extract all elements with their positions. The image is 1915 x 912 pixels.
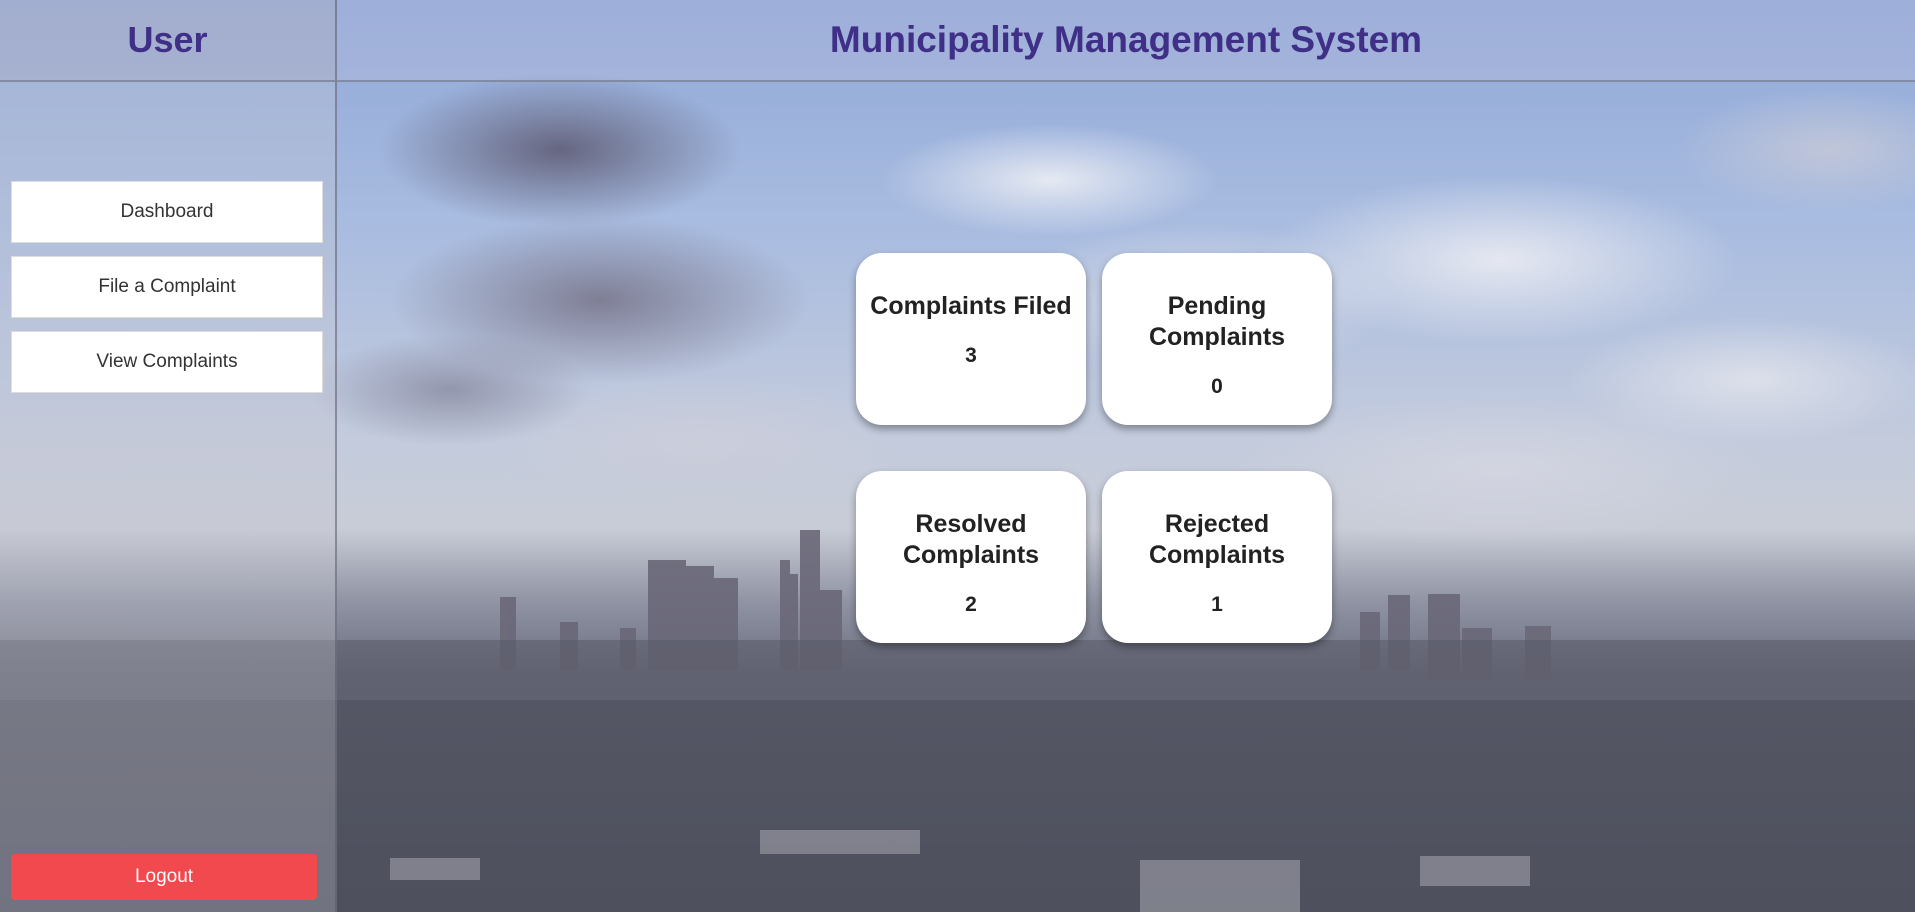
stat-card-rejected: Rejected Complaints 1 <box>1102 471 1332 643</box>
stat-label: Rejected Complaints <box>1148 510 1286 569</box>
stat-card-filed: Complaints Filed 3 <box>856 253 1086 425</box>
top-header: Municipality Management System <box>337 0 1915 82</box>
sidebar-item-dashboard[interactable]: Dashboard <box>11 181 323 243</box>
stat-label: Complaints Filed <box>870 292 1072 320</box>
stat-value: 0 <box>1211 375 1223 398</box>
stat-value: 3 <box>965 344 977 367</box>
sidebar-item-file-complaint[interactable]: File a Complaint <box>11 256 323 318</box>
stats-grid: Complaints Filed 3 Pending Complaints 0 … <box>856 253 1332 643</box>
stat-value: 1 <box>1211 593 1223 616</box>
page-title: Municipality Management System <box>829 19 1423 60</box>
stat-value: 2 <box>965 593 977 616</box>
logout-button[interactable]: Logout <box>11 854 317 900</box>
sidebar: User Dashboard File a Complaint View Com… <box>0 0 337 912</box>
sidebar-nav: Dashboard File a Complaint View Complain… <box>11 181 323 406</box>
stat-label: Pending Complaints <box>1148 292 1286 351</box>
stat-label: Resolved Complaints <box>902 510 1040 569</box>
stat-card-pending: Pending Complaints 0 <box>1102 253 1332 425</box>
stat-card-resolved: Resolved Complaints 2 <box>856 471 1086 643</box>
sidebar-item-view-complaints[interactable]: View Complaints <box>11 331 323 393</box>
sidebar-header: User <box>0 0 335 82</box>
sidebar-title: User <box>127 19 208 60</box>
